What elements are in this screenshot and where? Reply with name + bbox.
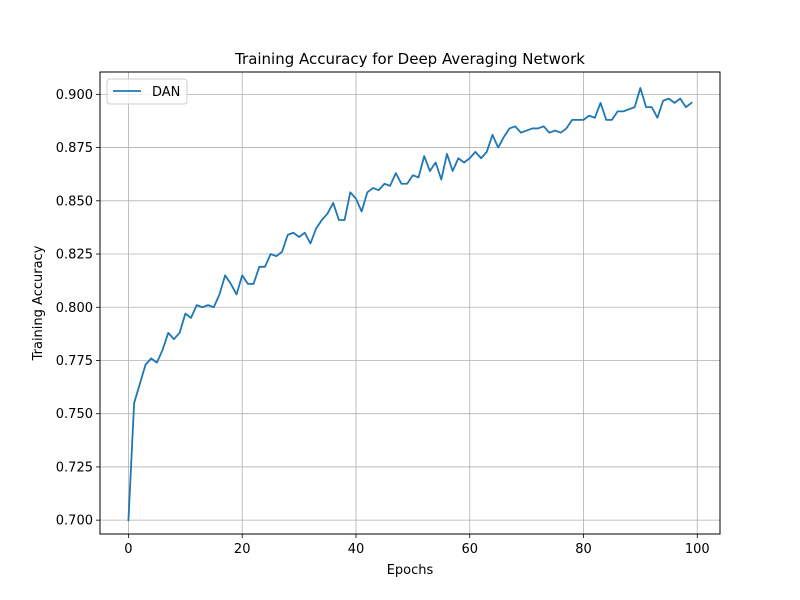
y-tick-label: 0.825 [56, 248, 93, 263]
x-tick-label: 80 [575, 542, 592, 557]
x-tick-label: 20 [234, 542, 251, 557]
y-tick-label: 0.800 [56, 301, 93, 316]
chart-title: Training Accuracy for Deep Averaging Net… [234, 50, 585, 68]
plot-area-frame [99, 71, 721, 535]
y-tick-label: 0.775 [56, 354, 93, 369]
y-axis-label: Training Accuracy [31, 245, 46, 361]
grid [100, 72, 720, 534]
y-tick-label: 0.850 [56, 194, 93, 209]
x-axis-label: Epochs [387, 563, 434, 578]
x-tick-label: 100 [685, 542, 710, 557]
x-axis-ticks: 0 20 40 60 80 100 [124, 534, 710, 557]
x-tick-label: 0 [124, 542, 132, 557]
legend: DAN [106, 78, 188, 105]
x-tick-label: 60 [461, 542, 478, 557]
series-line-dan [127, 87, 693, 522]
y-tick-label: 0.700 [56, 514, 93, 529]
y-tick-label: 0.900 [56, 88, 93, 103]
y-axis-ticks: 0.700 0.725 0.750 0.775 0.800 0.825 0.850 0.875… [56, 88, 100, 529]
y-tick-label: 0.725 [56, 460, 93, 475]
plot-lines [127, 87, 693, 522]
legend-box [106, 78, 188, 105]
x-tick-label: 40 [348, 542, 365, 557]
y-tick-label: 0.875 [56, 141, 93, 156]
y-tick-label: 0.750 [56, 407, 93, 422]
legend-label-dan: DAN [152, 85, 180, 100]
